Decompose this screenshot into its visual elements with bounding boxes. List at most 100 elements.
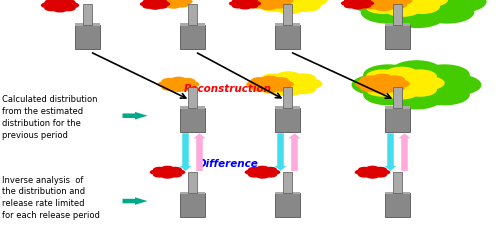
Ellipse shape xyxy=(358,168,387,177)
Ellipse shape xyxy=(246,81,264,89)
Ellipse shape xyxy=(248,2,267,10)
Ellipse shape xyxy=(153,167,166,173)
Ellipse shape xyxy=(384,86,418,100)
Ellipse shape xyxy=(143,1,167,9)
Ellipse shape xyxy=(392,89,442,110)
Ellipse shape xyxy=(158,2,170,7)
Ellipse shape xyxy=(259,0,278,1)
Ellipse shape xyxy=(41,3,56,9)
Ellipse shape xyxy=(259,0,288,2)
Ellipse shape xyxy=(264,167,277,173)
Ellipse shape xyxy=(168,167,182,173)
Ellipse shape xyxy=(232,0,244,5)
Ellipse shape xyxy=(292,1,321,13)
Ellipse shape xyxy=(276,81,294,89)
Ellipse shape xyxy=(270,0,289,2)
Ellipse shape xyxy=(248,172,262,178)
Ellipse shape xyxy=(174,2,190,8)
Ellipse shape xyxy=(363,85,414,106)
FancyBboxPatch shape xyxy=(386,193,409,218)
Ellipse shape xyxy=(259,3,278,11)
Ellipse shape xyxy=(358,172,372,178)
Ellipse shape xyxy=(366,68,468,103)
Ellipse shape xyxy=(142,0,154,5)
Ellipse shape xyxy=(248,0,288,9)
Ellipse shape xyxy=(362,2,374,7)
Ellipse shape xyxy=(250,85,268,92)
FancyBboxPatch shape xyxy=(276,192,299,194)
Ellipse shape xyxy=(262,76,316,94)
Ellipse shape xyxy=(142,5,154,10)
FancyBboxPatch shape xyxy=(386,26,409,50)
Ellipse shape xyxy=(290,84,316,95)
Ellipse shape xyxy=(250,78,268,85)
Ellipse shape xyxy=(358,0,371,4)
Ellipse shape xyxy=(251,79,289,91)
Ellipse shape xyxy=(385,1,407,10)
Ellipse shape xyxy=(299,0,328,7)
FancyArrow shape xyxy=(180,134,192,171)
Ellipse shape xyxy=(358,4,371,10)
Ellipse shape xyxy=(168,172,182,178)
Ellipse shape xyxy=(170,77,186,84)
Ellipse shape xyxy=(364,0,472,22)
Ellipse shape xyxy=(259,1,288,13)
Ellipse shape xyxy=(256,166,269,172)
FancyBboxPatch shape xyxy=(76,24,100,27)
Ellipse shape xyxy=(153,172,166,178)
Ellipse shape xyxy=(261,86,279,94)
Ellipse shape xyxy=(366,83,400,97)
Ellipse shape xyxy=(363,65,414,86)
Ellipse shape xyxy=(184,82,200,88)
FancyBboxPatch shape xyxy=(276,107,299,110)
Ellipse shape xyxy=(260,84,286,95)
Ellipse shape xyxy=(154,0,169,6)
Ellipse shape xyxy=(264,172,277,178)
FancyBboxPatch shape xyxy=(276,108,299,132)
Ellipse shape xyxy=(260,74,286,85)
Ellipse shape xyxy=(352,75,402,96)
Ellipse shape xyxy=(292,0,321,2)
Ellipse shape xyxy=(61,6,76,12)
Ellipse shape xyxy=(248,168,277,177)
FancyBboxPatch shape xyxy=(284,5,292,25)
Ellipse shape xyxy=(270,2,289,10)
Ellipse shape xyxy=(44,0,59,6)
Ellipse shape xyxy=(348,0,403,14)
Ellipse shape xyxy=(372,86,393,94)
Ellipse shape xyxy=(358,167,372,173)
Ellipse shape xyxy=(420,65,470,86)
Ellipse shape xyxy=(344,4,356,10)
Ellipse shape xyxy=(180,85,196,91)
Ellipse shape xyxy=(52,0,68,5)
Ellipse shape xyxy=(166,0,181,2)
Ellipse shape xyxy=(355,80,376,89)
Ellipse shape xyxy=(412,0,448,8)
Ellipse shape xyxy=(360,84,381,93)
Ellipse shape xyxy=(248,2,261,7)
Ellipse shape xyxy=(360,2,415,24)
Ellipse shape xyxy=(161,174,174,179)
FancyBboxPatch shape xyxy=(180,24,204,27)
Text: Calculated distribution
from the estimated
distribution for the
previous period: Calculated distribution from the estimat… xyxy=(2,95,98,139)
FancyBboxPatch shape xyxy=(188,88,196,108)
Ellipse shape xyxy=(420,85,470,106)
Ellipse shape xyxy=(44,6,59,12)
Ellipse shape xyxy=(404,0,440,15)
Ellipse shape xyxy=(354,0,376,6)
Ellipse shape xyxy=(150,170,163,175)
Ellipse shape xyxy=(390,0,412,6)
Ellipse shape xyxy=(374,172,387,178)
FancyBboxPatch shape xyxy=(386,107,409,110)
Ellipse shape xyxy=(360,77,405,92)
Ellipse shape xyxy=(404,83,437,97)
Ellipse shape xyxy=(272,85,289,92)
FancyBboxPatch shape xyxy=(394,172,402,193)
Ellipse shape xyxy=(360,0,382,2)
Ellipse shape xyxy=(420,2,474,24)
FancyBboxPatch shape xyxy=(76,26,100,50)
Ellipse shape xyxy=(166,4,181,10)
Ellipse shape xyxy=(385,0,407,2)
Ellipse shape xyxy=(365,0,400,15)
Ellipse shape xyxy=(170,86,186,93)
